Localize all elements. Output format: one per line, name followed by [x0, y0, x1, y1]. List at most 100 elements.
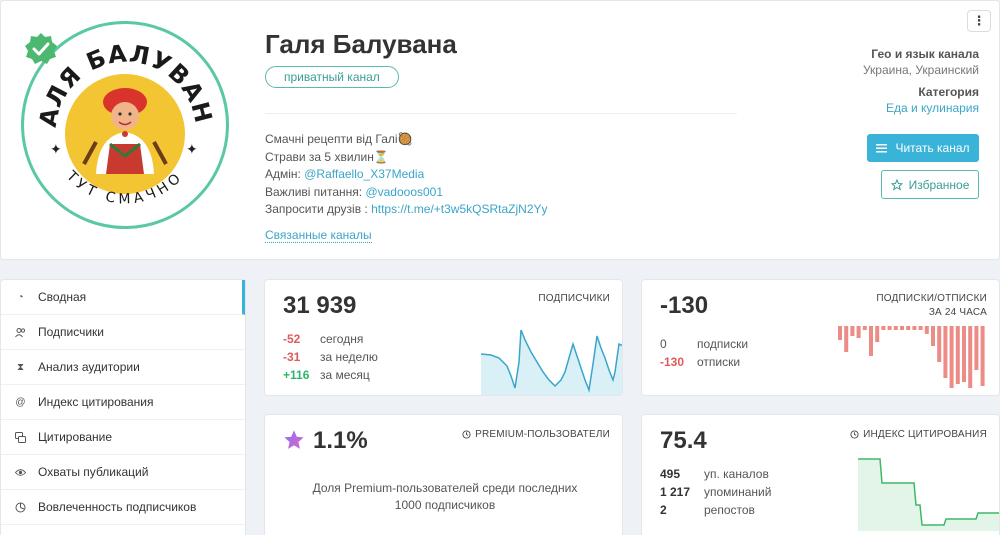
- favorite-button[interactable]: Избранное: [881, 170, 979, 199]
- hourly-bar: [924, 326, 929, 334]
- questions-label: Важливі питання:: [265, 184, 366, 199]
- hourglass-icon: ⧗: [16, 361, 25, 373]
- subs-unsubs-label: ПОДПИСКИ/ОТПИСКИ: [876, 293, 987, 304]
- hourly-bar: [974, 326, 979, 370]
- questions-link[interactable]: @vadooos001: [365, 184, 444, 199]
- change-value: -52: [283, 332, 301, 346]
- hourly-bar: [844, 326, 849, 352]
- unsubscriptions-row: -130 отписки: [660, 355, 740, 369]
- private-channel-badge: приватный канал: [265, 66, 399, 88]
- sidebar-item-label: Цитирование: [38, 430, 113, 444]
- hourly-bar: [887, 326, 892, 330]
- change-label: отписки: [697, 355, 741, 369]
- admin-label: Адмін:: [265, 167, 305, 181]
- clock-icon: [850, 430, 859, 439]
- sidebar-item-audience[interactable]: ⧗ Анализ аудитории: [1, 350, 245, 385]
- description-line: Важливі питання: @vadooos001: [265, 184, 548, 202]
- citation-row-mentions: 1 217 упоминаний: [660, 485, 771, 499]
- sidebar-item-subscribers[interactable]: Подписчики: [1, 315, 245, 350]
- citation-index-label-text: ИНДЕКС ЦИТИРОВАНИЯ: [863, 429, 987, 440]
- change-value: 0: [660, 337, 667, 351]
- sidebar-item-label: Вовлеченность подписчиков: [38, 500, 197, 514]
- geo-value: Украина, Украинский: [862, 63, 979, 77]
- more-vertical-icon: ⋮: [972, 13, 986, 28]
- net-change-value: -130: [660, 292, 709, 319]
- hourly-bar: [943, 326, 948, 378]
- sidebar-item-label: Индекс цитирования: [38, 395, 154, 409]
- premium-star-icon: [284, 430, 304, 449]
- hourly-bar: [918, 326, 923, 330]
- change-value: -130: [660, 355, 685, 369]
- subscribers-week: -31 за неделю: [283, 350, 378, 364]
- related-channels-link[interactable]: Связанные каналы: [265, 228, 372, 243]
- hourly-bar: [856, 326, 861, 338]
- invite-label: Запросити друзів :: [265, 202, 372, 216]
- citation-stat-value: 495: [660, 467, 681, 481]
- hourly-bar: [912, 326, 917, 330]
- hourly-bar: [862, 326, 867, 330]
- citation-index-sparkline: [858, 458, 999, 531]
- eye-icon: [15, 467, 26, 478]
- more-menu-button[interactable]: ⋮: [967, 10, 991, 32]
- hourly-bar: [968, 326, 973, 388]
- geo-label: Гео и язык канала: [871, 47, 979, 61]
- sidebar-item-reach[interactable]: Охваты публикаций: [1, 455, 245, 490]
- verified-icon: [25, 33, 57, 64]
- hourly-bar: [955, 326, 960, 384]
- subs-unsubs-card: -130 ПОДПИСКИ/ОТПИСКИ ЗА 24 ЧАСА 0 подпис…: [641, 279, 1000, 396]
- hourly-bars-chart: [838, 326, 985, 388]
- premium-label: PREMIUM-ПОЛЬЗОВАТЕЛИ: [462, 429, 610, 440]
- at-icon: @: [15, 396, 26, 408]
- svg-text:✦: ✦: [186, 142, 198, 158]
- subscribers-count: 31 939: [283, 292, 357, 319]
- sidebar-item-label: Подписчики: [38, 325, 105, 339]
- sidebar-item-citations[interactable]: Цитирование: [1, 420, 245, 455]
- subscribers-sparkline: [481, 329, 622, 395]
- subscribers-today: -52 сегодня: [283, 332, 363, 346]
- channel-description: Смачні рецепти від Галі🥘 Страви за 5 хви…: [265, 131, 548, 219]
- hourly-bar: [937, 326, 942, 362]
- engagement-icon: [15, 502, 26, 513]
- sidebar-item-citation-index[interactable]: @ Индекс цитирования: [1, 385, 245, 420]
- subscribers-card: 31 939 ПОДПИСЧИКИ -52 сегодня -31 за недел…: [264, 279, 623, 396]
- invite-link[interactable]: https://t.me/+t3w5kQSRtaZjN2Yy: [371, 202, 548, 216]
- svg-text:✦: ✦: [50, 142, 62, 158]
- description-line: Запросити друзів : https://t.me/+t3w5kQS…: [265, 201, 548, 219]
- citation-stat-label: упоминаний: [704, 485, 772, 499]
- change-label: подписки: [697, 337, 749, 351]
- read-channel-button[interactable]: Читать канал: [867, 134, 979, 162]
- category-value[interactable]: Еда и кулинария: [885, 101, 979, 115]
- hourly-bar: [869, 326, 873, 356]
- hourly-bar: [893, 326, 898, 330]
- hourly-bar: [881, 326, 886, 330]
- read-channel-label: Читать канал: [895, 141, 970, 155]
- category-label: Категория: [918, 85, 979, 99]
- list-icon: [876, 143, 888, 152]
- sidebar-item-summary[interactable]: ◔ Сводная: [1, 280, 245, 315]
- change-label: за неделю: [320, 350, 378, 364]
- change-label: сегодня: [320, 332, 364, 346]
- sidebar-item-engagement[interactable]: Вовлеченность подписчиков: [1, 490, 245, 525]
- premium-description: Доля Premium-пользователей среди последн…: [312, 481, 578, 512]
- change-label: за месяц: [320, 368, 370, 382]
- premium-card: 1.1% PREMIUM-ПОЛЬЗОВАТЕЛИ Доля Premium-п…: [264, 414, 623, 535]
- header-divider: [265, 113, 737, 114]
- change-value: -31: [283, 350, 301, 364]
- sidebar-item-label: Анализ аудитории: [38, 360, 140, 374]
- hourly-bar: [838, 326, 842, 340]
- hourly-bar: [980, 326, 985, 386]
- admin-link[interactable]: @Raffaello_X37Media: [304, 167, 425, 181]
- change-value: +116: [283, 368, 310, 382]
- citation-stat-value: 1 217: [660, 485, 691, 499]
- sidebar-nav: ◔ Сводная Подписчики ⧗ Анализ аудитории …: [0, 279, 246, 535]
- citation-index-card: 75.4 ИНДЕКС ЦИТИРОВАНИЯ 495 уп. каналов 1…: [641, 414, 1000, 535]
- sidebar-item-label: Сводная: [38, 290, 87, 304]
- description-line: Смачні рецепти від Галі🥘: [265, 132, 413, 146]
- hourly-bar: [900, 326, 904, 330]
- hourly-bar: [875, 326, 880, 342]
- subscribers-label: ПОДПИСЧИКИ: [538, 293, 610, 304]
- citation-index-label: ИНДЕКС ЦИТИРОВАНИЯ: [850, 429, 987, 440]
- citation-stat-label: уп. каналов: [704, 467, 769, 481]
- citation-stat-label: репостов: [704, 503, 755, 517]
- premium-share-value: 1.1%: [313, 427, 368, 454]
